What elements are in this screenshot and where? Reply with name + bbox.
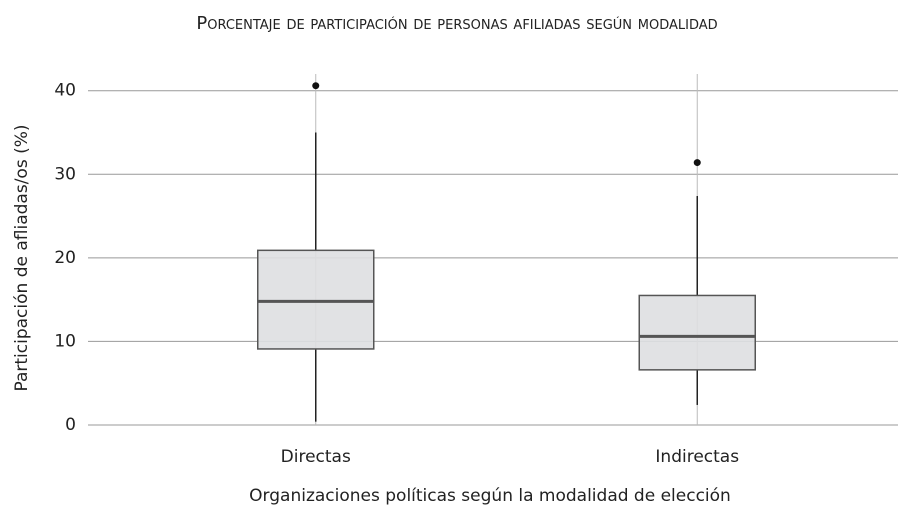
y-tick-label: 10 [54, 331, 76, 351]
x-tick-label: Indirectas [655, 447, 739, 467]
chart-title: Porcentaje de participación de personas … [196, 13, 717, 34]
y-tick-label: 30 [54, 164, 76, 184]
outlier [312, 82, 320, 90]
y-tick-label: 0 [65, 415, 76, 435]
y-tick-label: 40 [54, 81, 76, 101]
box [257, 249, 375, 350]
box [638, 294, 756, 371]
x-axis-label: Organizaciones políticas según la modali… [249, 486, 731, 506]
y-tick-label: 20 [54, 248, 76, 268]
outlier [693, 159, 701, 167]
x-tick-label: Directas [281, 447, 351, 467]
y-axis-label: Participación de afliadas/os (%) [12, 124, 32, 391]
